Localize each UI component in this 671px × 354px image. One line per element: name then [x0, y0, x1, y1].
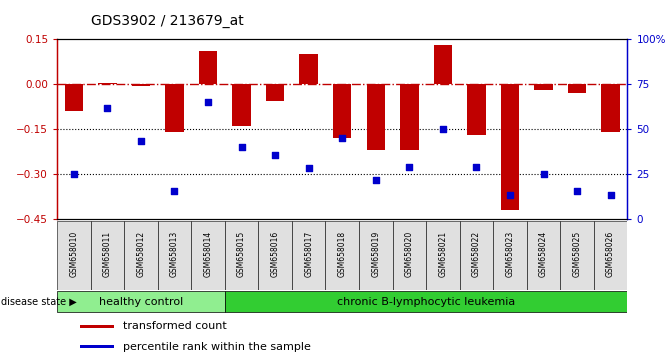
Text: GSM658016: GSM658016: [270, 230, 280, 276]
Bar: [80, 325, 114, 327]
Bar: [91, 221, 124, 290]
Text: chronic B-lymphocytic leukemia: chronic B-lymphocytic leukemia: [337, 297, 515, 307]
Text: GSM658026: GSM658026: [606, 230, 615, 276]
Point: [236, 144, 247, 150]
Bar: [325, 221, 359, 290]
Text: GDS3902 / 213679_at: GDS3902 / 213679_at: [91, 14, 244, 28]
Text: GSM658025: GSM658025: [572, 230, 582, 276]
Bar: [80, 345, 114, 348]
Bar: [366, 84, 385, 150]
Bar: [132, 84, 150, 86]
Point: [68, 171, 79, 177]
Text: GSM658019: GSM658019: [371, 230, 380, 276]
Bar: [57, 221, 91, 290]
Bar: [333, 84, 352, 138]
Point: [203, 99, 213, 105]
Text: GSM658013: GSM658013: [170, 230, 179, 276]
Bar: [433, 45, 452, 84]
Point: [572, 188, 582, 194]
Point: [303, 166, 314, 171]
Text: GSM658018: GSM658018: [338, 230, 347, 276]
Point: [437, 126, 448, 132]
Bar: [57, 291, 225, 312]
Bar: [64, 84, 83, 111]
Point: [505, 193, 515, 198]
Bar: [594, 221, 627, 290]
Bar: [560, 221, 594, 290]
Text: GSM658023: GSM658023: [505, 230, 515, 276]
Text: transformed count: transformed count: [123, 321, 226, 331]
Text: GSM658021: GSM658021: [438, 230, 448, 276]
Bar: [467, 84, 486, 135]
Bar: [98, 82, 117, 84]
Bar: [225, 221, 258, 290]
Bar: [158, 221, 191, 290]
Bar: [568, 84, 586, 93]
Bar: [359, 221, 393, 290]
Text: GSM658024: GSM658024: [539, 230, 548, 276]
Text: GSM658015: GSM658015: [237, 230, 246, 276]
Bar: [124, 221, 158, 290]
Bar: [493, 221, 527, 290]
Text: GSM658020: GSM658020: [405, 230, 414, 276]
Point: [337, 135, 348, 141]
Text: GSM658012: GSM658012: [136, 230, 146, 276]
Text: disease state ▶: disease state ▶: [1, 297, 77, 307]
Bar: [527, 221, 560, 290]
Text: GSM658011: GSM658011: [103, 230, 112, 276]
Point: [370, 178, 381, 183]
Bar: [400, 84, 419, 150]
Bar: [501, 84, 519, 210]
Point: [270, 152, 280, 158]
Text: GSM658014: GSM658014: [203, 230, 213, 276]
Text: healthy control: healthy control: [99, 297, 183, 307]
Bar: [266, 84, 285, 101]
Text: GSM658017: GSM658017: [304, 230, 313, 276]
Bar: [199, 51, 217, 84]
Text: GSM658010: GSM658010: [69, 230, 79, 276]
Bar: [191, 221, 225, 290]
Bar: [393, 221, 426, 290]
Bar: [165, 84, 184, 132]
Bar: [225, 291, 627, 312]
Bar: [460, 221, 493, 290]
Text: GSM658022: GSM658022: [472, 230, 481, 276]
Point: [471, 164, 482, 170]
Point: [102, 105, 113, 111]
Bar: [299, 54, 318, 84]
Bar: [426, 221, 460, 290]
Point: [169, 188, 180, 194]
Bar: [258, 221, 292, 290]
Bar: [601, 84, 620, 132]
Text: percentile rank within the sample: percentile rank within the sample: [123, 342, 311, 352]
Bar: [534, 84, 553, 90]
Point: [538, 171, 549, 177]
Point: [605, 193, 616, 198]
Point: [136, 138, 146, 144]
Bar: [232, 84, 251, 126]
Point: [404, 164, 415, 170]
Bar: [292, 221, 325, 290]
